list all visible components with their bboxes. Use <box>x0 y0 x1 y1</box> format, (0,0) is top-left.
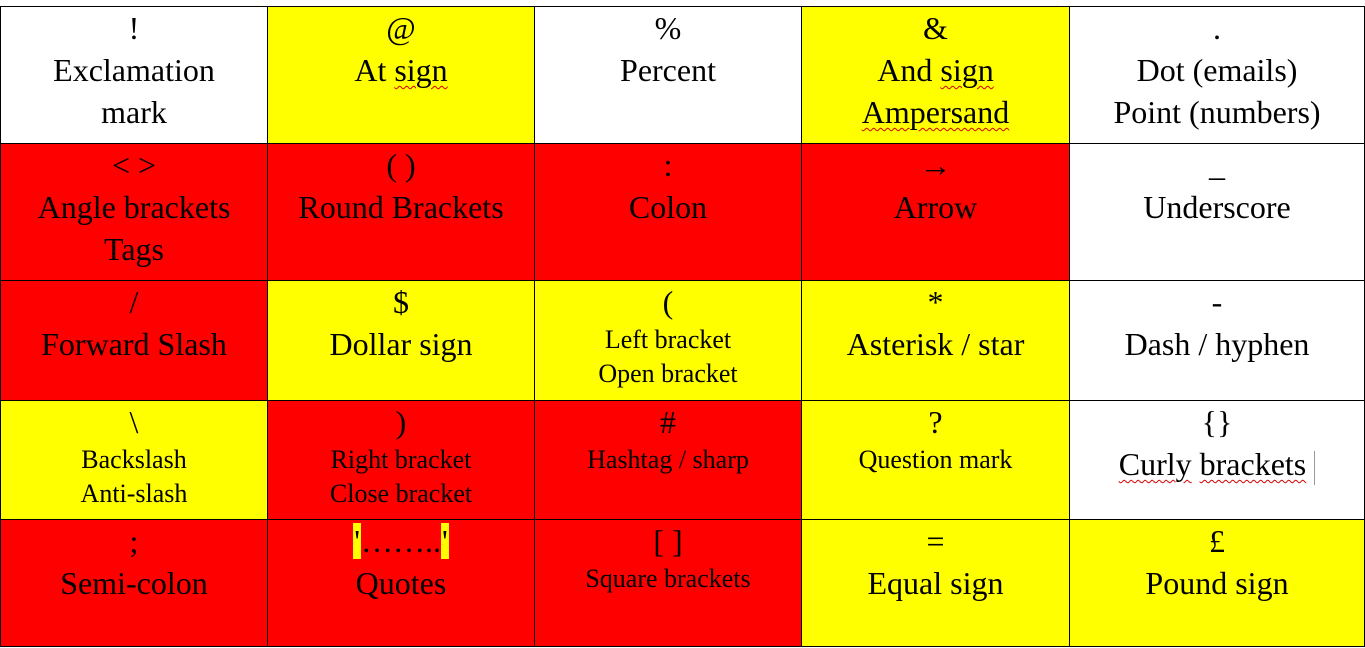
cell-symbol: \ <box>129 404 139 440</box>
cell-symbol: * <box>927 284 944 320</box>
cell-label: Right bracket <box>330 445 472 474</box>
cell-left-bracket: ( Left bracket Open bracket <box>534 280 802 401</box>
spellcheck-underlined-word: Ampersand <box>861 94 1010 130</box>
cell-symbol: @ <box>386 10 416 46</box>
cell-symbol: £ <box>1209 523 1225 559</box>
cell-percent: % Percent <box>534 6 802 144</box>
spellcheck-underlined-word: sign <box>940 52 994 88</box>
text-cursor <box>1314 450 1316 485</box>
cell-label: Square brackets <box>585 564 751 593</box>
cell-label: Asterisk / star <box>846 326 1025 362</box>
table-row: < > Angle brackets Tags ( ) Round Bracke… <box>0 143 1365 281</box>
spellcheck-underlined-word: brackets <box>1199 446 1307 482</box>
cell-symbol: ! <box>128 10 140 46</box>
highlighted-quote-mark: ' <box>441 523 449 559</box>
cell-dot-point: . Dot (emails) Point (numbers) <box>1069 6 1365 144</box>
cell-ampersand: & And sign Ampersand <box>801 6 1070 144</box>
cell-symbol: - <box>1211 284 1223 320</box>
cell-label: Curly brackets <box>1071 443 1364 485</box>
cell-dollar-sign: $ Dollar sign <box>267 280 535 401</box>
cell-label: Equal sign <box>867 565 1004 601</box>
cell-label: Forward Slash <box>41 326 227 362</box>
cell-label: At sign <box>354 52 448 88</box>
table-row: ! Exclamation mark @ At sign % Percent &… <box>0 6 1365 144</box>
cell-label: Ampersand <box>803 91 1069 133</box>
cell-label: Backslash <box>81 445 187 474</box>
cell-label: Quotes <box>355 565 447 601</box>
cell-label: Tags <box>104 231 164 267</box>
cell-label: Point (numbers) <box>1113 94 1321 130</box>
cell-label: Round Brackets <box>298 189 504 225</box>
cell-asterisk: * Asterisk / star <box>801 280 1070 401</box>
cell-label: Percent <box>620 52 716 88</box>
cell-colon: : Colon <box>534 143 802 281</box>
cell-hashtag: # Hashtag / sharp <box>534 400 802 520</box>
cell-at-sign: @ At sign <box>267 6 535 144</box>
cell-label: Colon <box>628 189 708 225</box>
table-row: / Forward Slash $ Dollar sign ( Left bra… <box>0 280 1365 401</box>
cell-symbol: % <box>654 10 682 46</box>
cell-symbol: ( <box>662 284 674 320</box>
cell-symbol: . <box>1213 10 1221 46</box>
cell-symbol: ? <box>928 404 943 440</box>
cell-label: Left bracket <box>604 325 732 354</box>
cell-symbol: {} <box>1201 404 1233 440</box>
cell-forward-slash: / Forward Slash <box>0 280 268 401</box>
cell-semi-colon: ; Semi-colon <box>0 519 268 647</box>
cell-equal-sign: = Equal sign <box>801 519 1070 647</box>
cell-label: Dot (emails) <box>1136 52 1298 88</box>
cell-label: Exclamation <box>53 52 215 88</box>
cell-label: Dash / hyphen <box>1124 326 1310 362</box>
arrow-icon: → <box>919 147 952 183</box>
cell-quotes: '……..' Quotes <box>267 519 535 647</box>
cell-square-brackets: [ ] Square brackets <box>534 519 802 647</box>
spellcheck-underlined-word: Curly <box>1118 446 1192 482</box>
cell-curly-brackets: {} Curly brackets <box>1069 400 1365 520</box>
cell-label: Anti-slash <box>80 479 188 508</box>
cell-symbol: _ <box>1209 147 1225 183</box>
punctuation-symbols-table: ! Exclamation mark @ At sign % Percent &… <box>0 6 1365 647</box>
cell-symbol: '……..' <box>269 521 534 563</box>
spellcheck-underlined-word: sign <box>394 52 448 88</box>
cell-backslash: \ Backslash Anti-slash <box>0 400 268 520</box>
cell-pound-sign: £ Pound sign <box>1069 519 1365 647</box>
cell-arrow: → Arrow <box>801 143 1070 281</box>
cell-label: Arrow <box>893 189 978 225</box>
cell-label: Hashtag / sharp <box>587 445 749 474</box>
cell-label: Dollar sign <box>329 326 473 362</box>
cell-symbol: # <box>660 404 676 440</box>
cell-right-bracket: ) Right bracket Close bracket <box>267 400 535 520</box>
cell-dash-hyphen: - Dash / hyphen <box>1069 280 1365 401</box>
cell-exclamation-mark: ! Exclamation mark <box>0 6 268 144</box>
cell-symbol: < > <box>111 147 157 183</box>
cell-symbol: / <box>129 284 139 320</box>
cell-label: Open bracket <box>598 359 738 388</box>
quote-dots: …….. <box>361 523 441 559</box>
cell-label: Close bracket <box>329 479 473 508</box>
cell-symbol: ( ) <box>386 147 416 183</box>
cell-symbol: ) <box>395 404 407 440</box>
cell-label: Angle brackets <box>37 189 231 225</box>
cell-label: And sign <box>877 52 994 88</box>
cell-underscore: _ Underscore <box>1069 143 1365 281</box>
cell-symbol: : <box>663 147 673 183</box>
cell-symbol: $ <box>393 284 409 320</box>
cell-angle-brackets: < > Angle brackets Tags <box>0 143 268 281</box>
cell-label: mark <box>101 94 167 130</box>
cell-symbol: [ ] <box>653 523 683 559</box>
cell-symbol: & <box>923 10 948 46</box>
cell-symbol: ; <box>129 523 139 559</box>
cell-question-mark: ? Question mark <box>801 400 1070 520</box>
table-row: \ Backslash Anti-slash ) Right bracket C… <box>0 400 1365 520</box>
cell-label: Pound sign <box>1145 565 1289 601</box>
cell-label: Semi-colon <box>60 565 208 601</box>
cell-label: Underscore <box>1143 189 1291 225</box>
cell-symbol: = <box>926 523 945 559</box>
table-row: ; Semi-colon '……..' Quotes [ ] Square br… <box>0 519 1365 647</box>
cell-round-brackets: ( ) Round Brackets <box>267 143 535 281</box>
highlighted-quote-mark: ' <box>353 523 361 559</box>
cell-label: Question mark <box>858 445 1013 474</box>
